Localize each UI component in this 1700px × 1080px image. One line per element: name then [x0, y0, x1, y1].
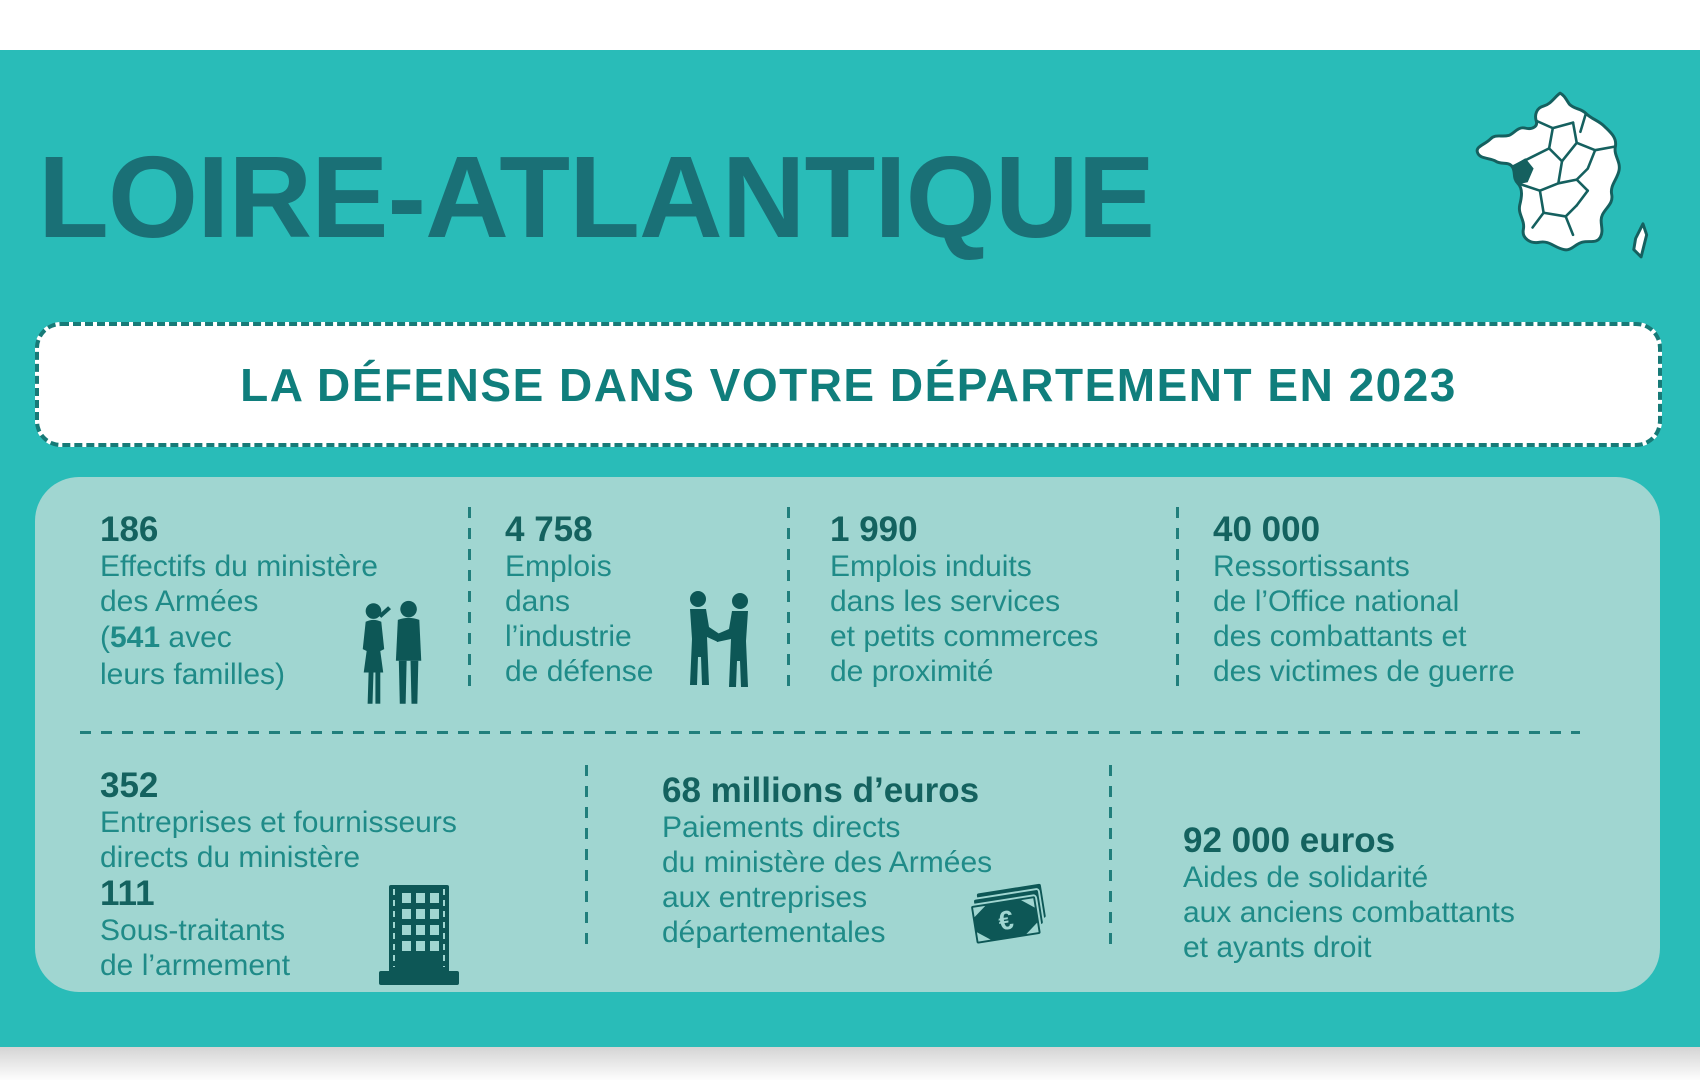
stat-line: départementales — [662, 916, 886, 949]
two-military-figures-icon — [353, 597, 431, 714]
stat-line: des Armées — [100, 585, 259, 618]
stat-line: Emplois — [505, 550, 612, 583]
stat-number: 111 — [100, 874, 155, 913]
stat-line: (541 avec — [100, 621, 232, 654]
stat-line: Effectifs du ministère — [100, 550, 378, 583]
row-divider — [80, 731, 1580, 734]
divider — [468, 507, 471, 691]
divider — [1109, 765, 1112, 945]
euro-banknotes-icon: € — [965, 881, 1057, 967]
stat-line: Entreprises et fournisseurs — [100, 806, 457, 839]
building-icon — [369, 875, 469, 990]
stat-number: 40 000 — [1213, 510, 1321, 549]
stat-line: des combattants et — [1213, 620, 1467, 653]
stat-number: 1 990 — [830, 510, 918, 549]
stat-line: Sous-traitants — [100, 914, 286, 947]
stat-line: dans — [505, 585, 571, 618]
stat-line: du ministère des Armées — [662, 846, 993, 879]
stat-number: 186 — [100, 510, 159, 549]
stat-line: des victimes de guerre — [1213, 655, 1515, 688]
page-title: LOIRE-ATLANTIQUE — [38, 132, 1155, 262]
divider — [1176, 507, 1179, 691]
france-map-icon — [1470, 80, 1654, 294]
stat-line: Paiements directs — [662, 811, 901, 844]
stat-ressortissants: 40 000 Ressortissants de l’Office nation… — [1213, 511, 1515, 689]
stat-line: l’industrie — [505, 620, 632, 653]
stat-entreprises: 352 Entreprises et fournisseurs directs … — [100, 767, 457, 983]
banner-box: LA DÉFENSE DANS VOTRE DÉPARTEMENT EN 202… — [35, 322, 1662, 447]
stat-effectifs: 186 Effectifs du ministère des Armées (5… — [100, 511, 378, 692]
stat-aides: 92 000 euros Aides de solidarité aux anc… — [1183, 822, 1515, 965]
stat-line: de proximité — [830, 655, 994, 688]
stat-line: Ressortissants — [1213, 550, 1410, 583]
stats-panel: 186 Effectifs du ministère des Armées (5… — [35, 477, 1660, 992]
stat-number: 352 — [100, 766, 159, 805]
stat-number: 4 758 — [505, 510, 593, 549]
stat-line: leurs familles) — [100, 658, 286, 691]
divider — [585, 765, 588, 945]
stat-line: aux entreprises — [662, 881, 868, 914]
loire-atlantique-highlight — [1511, 158, 1534, 185]
divider — [787, 507, 790, 691]
svg-text:€: € — [996, 904, 1016, 936]
stat-line: Emplois induits — [830, 550, 1032, 583]
stat-line: et petits commerces — [830, 620, 1099, 653]
stat-line: de l’Office national — [1213, 585, 1460, 618]
stat-line: et ayants droit — [1183, 931, 1372, 964]
stat-paiements: 68 millions d’euros Paiements directs du… — [662, 772, 992, 950]
stat-line: directs du ministère — [100, 841, 361, 874]
top-white-strip — [0, 0, 1700, 50]
stat-number: 68 millions d’euros — [662, 771, 980, 810]
stat-line: de l’armement — [100, 949, 291, 982]
banner-title: LA DÉFENSE DANS VOTRE DÉPARTEMENT EN 202… — [240, 358, 1457, 411]
stat-number: 92 000 euros — [1183, 821, 1396, 860]
stat-line: dans les services — [830, 585, 1061, 618]
stat-emplois-induits: 1 990 Emplois induits dans les services … — [830, 511, 1098, 689]
bottom-gray-strip — [0, 1047, 1700, 1080]
stat-line: de défense — [505, 655, 654, 688]
stat-emplois-industrie: 4 758 Emplois dans l’industrie de défens… — [505, 511, 653, 689]
handshake-figures-icon — [681, 587, 757, 696]
stat-line: Aides de solidarité — [1183, 861, 1429, 894]
stat-line: aux anciens combattants — [1183, 896, 1515, 929]
